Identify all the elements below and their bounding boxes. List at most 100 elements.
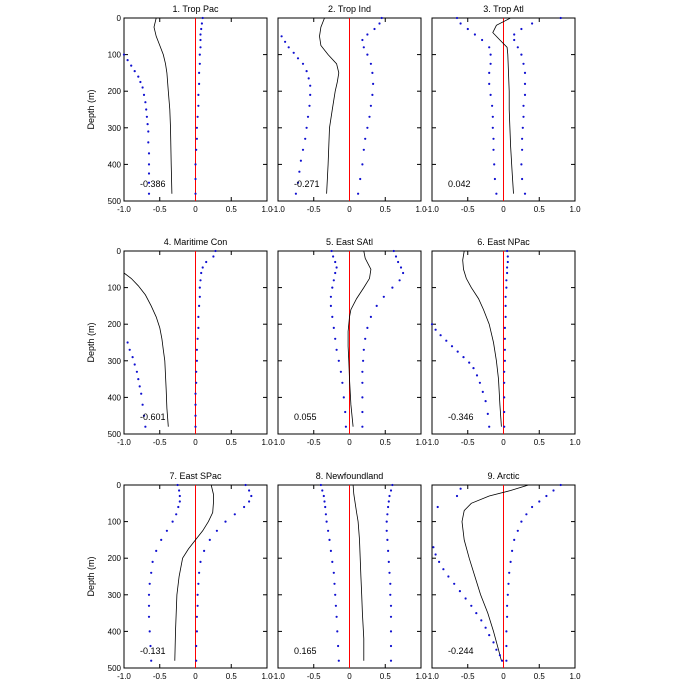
upper-bound-point [505,286,508,289]
upper-bound-point [503,370,506,373]
x-tick-label: 1.0 [415,205,427,214]
upper-bound-point [195,381,198,384]
x-tick-label: 0.5 [226,672,238,681]
panel-2: 2. Trop Ind -1.0 -0.5 0 0.5 1.0 -0.271 [271,4,427,214]
lower-bound-point [155,549,158,553]
upper-bound-point [199,46,202,49]
lower-bound-point [141,86,144,89]
upper-bound-point [248,500,251,503]
upper-bound-point [389,489,393,492]
upper-bound-point [506,615,509,618]
panel-title: 4. Maritime Con [164,237,228,247]
upper-bound-point [371,93,374,96]
x-tick-label: 0 [501,438,506,447]
upper-bound-point [195,615,198,618]
upper-bound-point [361,425,364,428]
upper-bound-point [198,71,201,74]
upper-bound-point [506,260,509,264]
lower-bound-point [331,315,334,318]
x-tick-label: 0.5 [226,438,238,447]
lower-bound-point [337,659,340,662]
upper-bound-point [503,410,506,414]
lower-bound-point [491,115,494,118]
upper-bound-point [520,53,523,56]
upper-bound-point [197,582,200,585]
lower-bound-point [481,38,484,42]
x-tick-label: 0.5 [534,672,546,681]
upper-bound-point [531,505,534,509]
x-tick-label: -1.0 [425,438,439,447]
lower-bound-point [493,163,496,166]
lower-bound-point [178,494,181,498]
upper-bound-point [521,126,524,129]
upper-bound-point [508,571,511,574]
lower-bound-point [327,529,330,532]
lower-bound-point [324,505,327,509]
lower-bound-point [488,425,491,428]
upper-bound-point [389,630,393,633]
upper-bound-point [364,337,367,340]
upper-bound-point [195,644,198,648]
x-tick-label: 1.0 [569,438,581,447]
lower-bound-point [459,487,462,490]
lower-bound-point [445,339,448,342]
upper-bound-point [224,520,227,523]
upper-bound-point [523,192,527,195]
y-tick-label: 100 [108,518,122,527]
lower-bound-point [331,286,334,289]
upper-bound-point [520,520,523,523]
panel-3: 3. Trop Atl -1.0 -0.5 0 0.5 1.0 0.042 [425,4,581,214]
upper-bound-point [195,630,198,633]
x-tick-label: 0 [193,438,198,447]
mean-profile-line [123,272,169,427]
lower-bound-point [492,148,495,151]
upper-bound-point [520,163,523,166]
upper-bound-point [391,483,394,487]
y-tick-label: 500 [108,197,122,206]
x-tick-label: 0 [501,205,506,214]
lower-bound-point [301,148,305,151]
lower-bound-point [329,549,332,553]
upper-bound-point [521,137,524,140]
lower-bound-point [480,619,483,622]
lower-bound-point [148,630,151,633]
lower-bound-point [309,93,312,96]
y-tick-label: 200 [108,320,122,329]
upper-bound-point [201,16,204,20]
lower-bound-point [171,520,174,523]
upper-bound-point [361,396,364,399]
lower-bound-point [137,378,140,381]
upper-bound-point [380,16,383,20]
upper-bound-point [198,62,201,65]
upper-bound-point [538,500,541,503]
upper-bound-point [513,33,516,36]
upper-bound-point [197,315,200,318]
lower-bound-point [498,654,501,657]
panel-5: 5. East SAtl -1.0 -0.5 0 0.5 1.0 0.055 [271,237,427,447]
mean-profile-line [492,17,514,194]
upper-bound-point [369,62,372,65]
upper-bound-point [195,126,198,129]
lower-bound-point [309,84,312,87]
upper-bound-point [385,520,388,523]
lower-bound-point [137,75,140,78]
y-tick-label: 400 [108,160,122,169]
lower-bound-point [147,192,151,195]
upper-bound-point [506,271,509,275]
mean-profile-line [174,484,214,661]
lower-bound-point [305,70,308,73]
lower-bound-point [492,137,495,140]
lower-bound-point [287,46,290,49]
upper-bound-point [233,513,236,516]
upper-bound-point [200,27,203,31]
upper-bound-point [366,326,369,329]
lower-bound-point [147,130,150,133]
y-tick-label: 500 [108,430,122,439]
lower-bound-point [493,177,496,181]
upper-bound-point [364,137,367,140]
upper-bound-point [505,644,508,648]
lower-bound-point [144,425,147,428]
lower-bound-point [334,337,337,340]
y-axis-title: Depth (m) [86,556,96,596]
upper-bound-point [503,396,506,399]
